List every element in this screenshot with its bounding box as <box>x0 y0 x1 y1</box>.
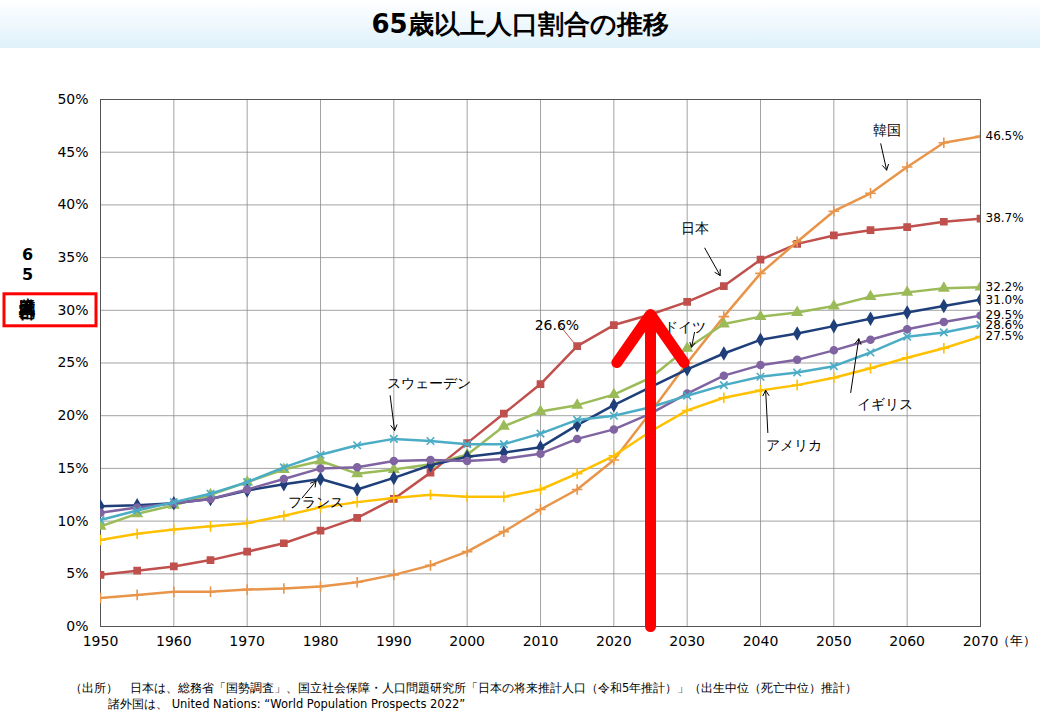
svg-text:イギリス: イギリス <box>857 396 913 412</box>
svg-text:40%: 40% <box>57 196 88 212</box>
svg-text:25%: 25% <box>57 354 88 370</box>
svg-text:2010: 2010 <box>523 633 559 649</box>
html-text:（出所） 日本は、総務省「国勢調査」、国立社会保障・人口問題: （出所） 日本は、総務省「国勢調査」、国立社会保障・人口問題研究所「日本の将来推… <box>70 681 858 695</box>
svg-text:2060: 2060 <box>889 633 925 649</box>
svg-text:2020: 2020 <box>596 633 632 649</box>
svg-text:1990: 1990 <box>376 633 412 649</box>
html-text:65歳以上人口割合の推移: 65歳以上人口割合の推移 <box>371 9 669 39</box>
html-text:65歳以上人口割合: 65歳以上人口割合 <box>18 245 37 292</box>
html-text:諸外国は、 United Nations: “World P: 諸外国は、 United Nations: “World Population … <box>108 697 466 711</box>
svg-text:15%: 15% <box>57 460 88 476</box>
svg-text:2070: 2070 <box>963 633 999 649</box>
svg-text:スウェーデン: スウェーデン <box>387 375 471 391</box>
svg-text:アメリカ: アメリカ <box>766 437 822 453</box>
svg-text:30%: 30% <box>57 302 88 318</box>
svg-text:フランス: フランス <box>288 494 344 510</box>
svg-text:20%: 20% <box>57 407 88 423</box>
svg-text:31.0%: 31.0% <box>986 293 1024 307</box>
svg-text:26.6%: 26.6% <box>535 317 579 333</box>
svg-text:（年）: （年） <box>997 633 1036 648</box>
svg-text:1960: 1960 <box>156 633 192 649</box>
svg-text:1970: 1970 <box>229 633 265 649</box>
svg-text:28.6%: 28.6% <box>985 317 1024 332</box>
svg-text:5%: 5% <box>66 565 88 581</box>
svg-text:50%: 50% <box>57 91 88 107</box>
svg-text:45%: 45% <box>57 144 88 160</box>
svg-text:1980: 1980 <box>303 633 339 649</box>
svg-text:2050: 2050 <box>816 633 852 649</box>
svg-text:0%: 0% <box>66 618 88 634</box>
svg-text:38.7%: 38.7% <box>986 211 1024 225</box>
svg-text:29.5%: 29.5% <box>985 308 1024 323</box>
svg-text:ドイツ: ドイツ <box>664 319 706 335</box>
svg-text:35%: 35% <box>57 249 88 265</box>
svg-text:10%: 10% <box>57 513 88 529</box>
svg-text:2000: 2000 <box>449 633 485 649</box>
svg-text:1950: 1950 <box>83 633 119 649</box>
svg-text:32.2%: 32.2% <box>985 280 1024 294</box>
svg-text:日本: 日本 <box>681 220 709 236</box>
svg-text:韓国: 韓国 <box>873 122 901 138</box>
svg-text:46.5%: 46.5% <box>986 129 1024 143</box>
svg-text:27.5%: 27.5% <box>986 329 1024 343</box>
svg-text:2030: 2030 <box>669 633 705 649</box>
svg-text:2040: 2040 <box>743 633 779 649</box>
